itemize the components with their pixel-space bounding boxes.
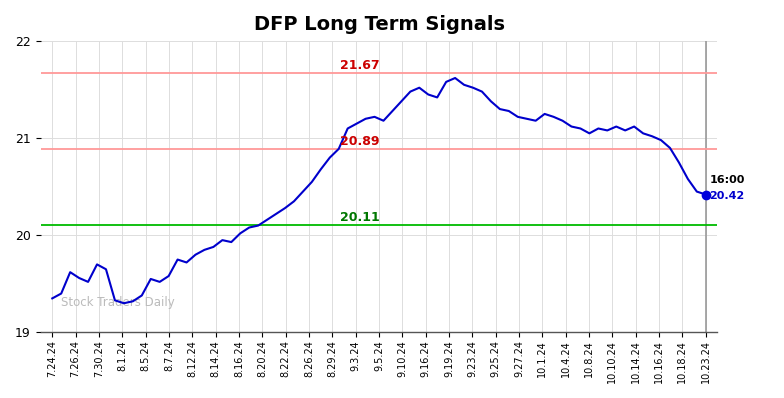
- Title: DFP Long Term Signals: DFP Long Term Signals: [253, 15, 505, 34]
- Text: Stock Traders Daily: Stock Traders Daily: [61, 296, 175, 309]
- Text: 21.67: 21.67: [339, 59, 379, 72]
- Text: 16:00: 16:00: [710, 175, 745, 185]
- Text: 20.89: 20.89: [339, 135, 379, 148]
- Text: 20.11: 20.11: [339, 211, 379, 224]
- Text: 20.42: 20.42: [710, 191, 745, 201]
